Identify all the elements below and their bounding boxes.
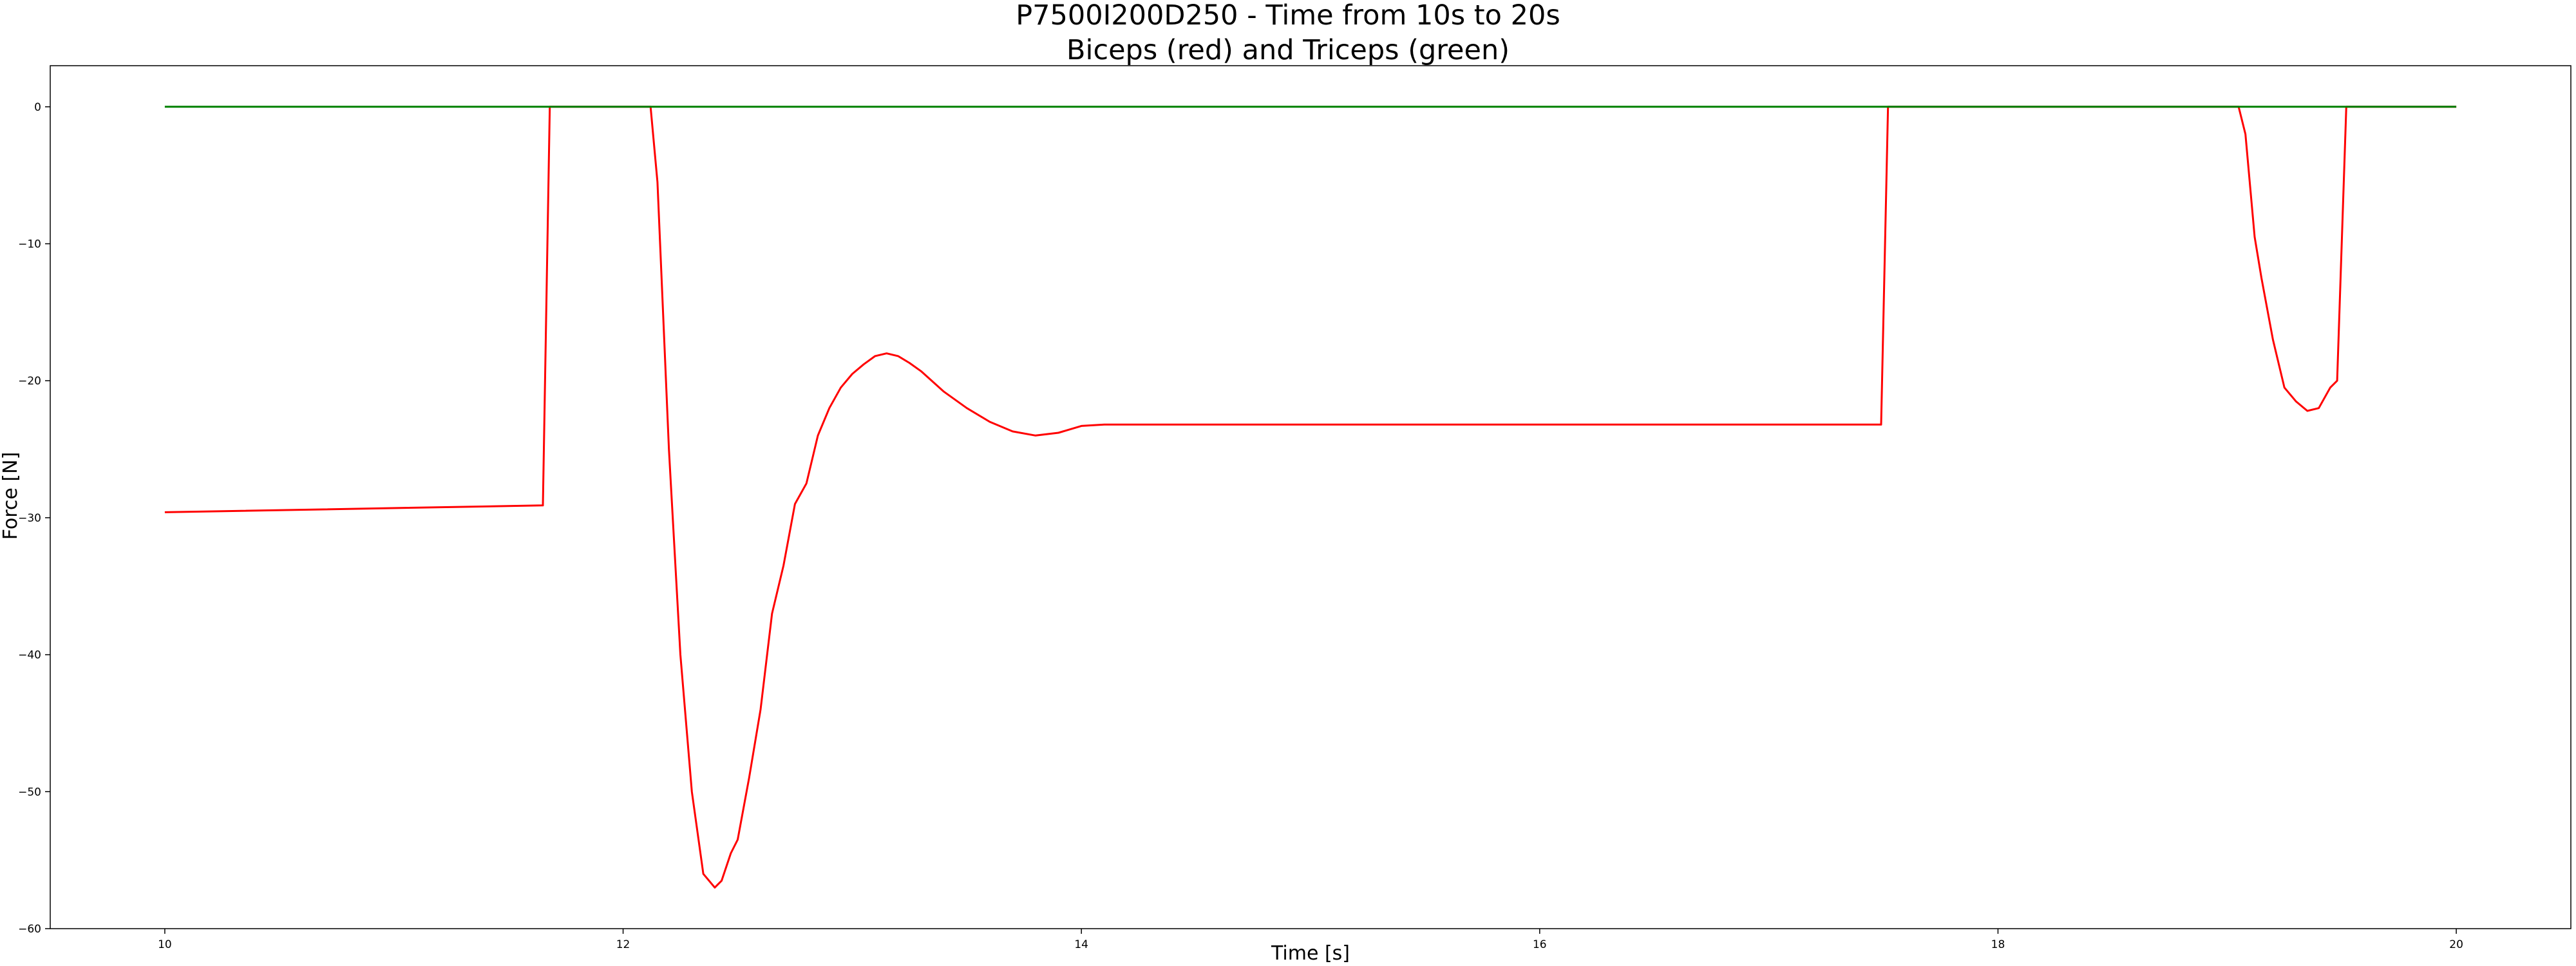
y-tick-label: −40 — [18, 649, 41, 662]
x-tick-label: 10 — [158, 938, 172, 951]
y-axis-label: Force [N] — [0, 452, 22, 540]
series-line-red — [164, 106, 2457, 889]
chart-title: P7500I200D250 - Time from 10s to 20s — [1016, 0, 1560, 32]
y-tick-label: −50 — [18, 786, 41, 799]
x-tick-label: 12 — [616, 938, 630, 951]
x-tick-label: 16 — [1533, 938, 1547, 951]
y-tick-label: 0 — [34, 101, 41, 114]
y-axis: 0 −10 −20 −30 −40 −50 −60 — [18, 101, 50, 936]
x-tick-label: 20 — [2449, 938, 2463, 951]
y-tick-label: −60 — [18, 923, 41, 936]
x-axis-label: Time [s] — [1271, 942, 1350, 965]
x-tick-label: 18 — [1991, 938, 2005, 951]
y-tick-label: −10 — [18, 238, 41, 251]
x-axis: 10 12 14 16 18 20 — [158, 929, 2463, 951]
series-layer — [164, 106, 2457, 889]
plot-area — [50, 65, 2571, 929]
chart-subtitle: Biceps (red) and Triceps (green) — [1066, 34, 1510, 66]
y-tick-label: −30 — [18, 512, 41, 525]
x-tick-label: 14 — [1074, 938, 1088, 951]
y-tick-label: −20 — [18, 375, 41, 388]
